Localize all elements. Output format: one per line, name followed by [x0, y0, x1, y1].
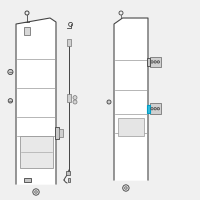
Polygon shape [16, 18, 56, 184]
Bar [20, 136, 53, 168]
Circle shape [125, 187, 127, 189]
Bar [66, 171, 70, 175]
Bar [24, 178, 31, 182]
Bar [118, 118, 144, 136]
Circle shape [157, 108, 160, 110]
Circle shape [8, 99, 13, 103]
Bar [147, 105, 150, 113]
Bar [150, 57, 161, 67]
Circle shape [107, 100, 111, 104]
Circle shape [151, 108, 153, 110]
Bar [59, 129, 63, 137]
Circle shape [123, 185, 129, 191]
Circle shape [154, 108, 156, 110]
Circle shape [157, 61, 160, 63]
Circle shape [33, 189, 39, 195]
Bar [147, 58, 150, 66]
Circle shape [151, 61, 153, 63]
Bar [55, 127, 59, 139]
Bar [67, 94, 71, 102]
Circle shape [154, 61, 156, 63]
Bar [150, 103, 161, 114]
Circle shape [35, 191, 37, 193]
Circle shape [73, 96, 77, 100]
Polygon shape [114, 18, 148, 180]
Circle shape [8, 69, 13, 75]
Bar [24, 27, 30, 35]
Bar [67, 39, 71, 46]
Bar [68, 178, 70, 182]
Circle shape [73, 100, 77, 104]
